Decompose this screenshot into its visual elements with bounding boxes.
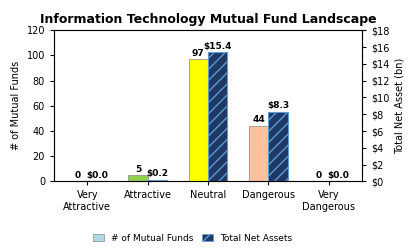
Bar: [249, 126, 268, 181]
Text: 0: 0: [74, 171, 81, 180]
Text: $0.0: $0.0: [86, 171, 108, 180]
Text: $0.2: $0.2: [146, 169, 168, 178]
Title: Information Technology Mutual Fund Landscape: Information Technology Mutual Fund Lands…: [40, 13, 376, 26]
Text: 44: 44: [252, 115, 265, 124]
Text: $8.3: $8.3: [267, 101, 289, 110]
Legend: # of Mutual Funds, Total Net Assets: # of Mutual Funds, Total Net Assets: [89, 230, 296, 246]
Bar: [148, 180, 167, 181]
Bar: [129, 175, 148, 181]
Y-axis label: Total Net Asset (bn): Total Net Asset (bn): [395, 58, 405, 154]
Text: 5: 5: [135, 165, 141, 174]
Bar: [208, 52, 227, 181]
Y-axis label: # of Mutual Funds: # of Mutual Funds: [11, 61, 21, 150]
Text: 97: 97: [192, 49, 205, 58]
Bar: [268, 112, 287, 181]
Bar: [189, 59, 208, 181]
Text: 0: 0: [316, 171, 322, 180]
Text: $0.0: $0.0: [327, 171, 349, 180]
Text: $15.4: $15.4: [203, 42, 232, 51]
